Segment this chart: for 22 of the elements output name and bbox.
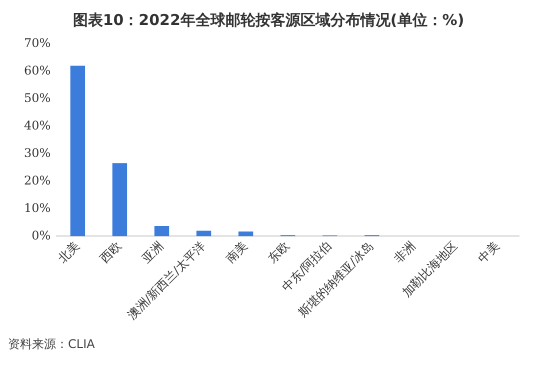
text: 资料来源：CLIA: [8, 336, 96, 353]
bar: [196, 230, 212, 236]
y-tick-label: 30%: [24, 146, 51, 160]
y-tick-label: 0%: [32, 228, 51, 242]
x-tick-label: 非洲: [391, 238, 418, 266]
x-tick-label: 西欧: [97, 238, 124, 266]
x-tick-label: 南美: [223, 238, 250, 266]
y-tick-label: 20%: [24, 173, 51, 188]
y-tick-label: 50%: [24, 91, 51, 106]
bar: [112, 163, 128, 236]
x-tick-label: 北美: [55, 238, 82, 266]
x-tick-label: 亚洲: [139, 238, 166, 266]
y-tick-label: 40%: [24, 118, 51, 133]
x-tick-label: 中美: [475, 238, 502, 266]
y-tick-label: 60%: [24, 64, 51, 78]
bar: [238, 232, 254, 236]
x-tick-label: 东欧: [265, 238, 292, 266]
y-tick-label: 10%: [24, 200, 51, 215]
bar: [70, 66, 86, 236]
y-tick-label: 70%: [24, 36, 51, 50]
bar: [154, 226, 170, 236]
chart-title: 图表10：2022年全球邮轮按客源区域分布情况(单位：%): [72, 10, 464, 29]
